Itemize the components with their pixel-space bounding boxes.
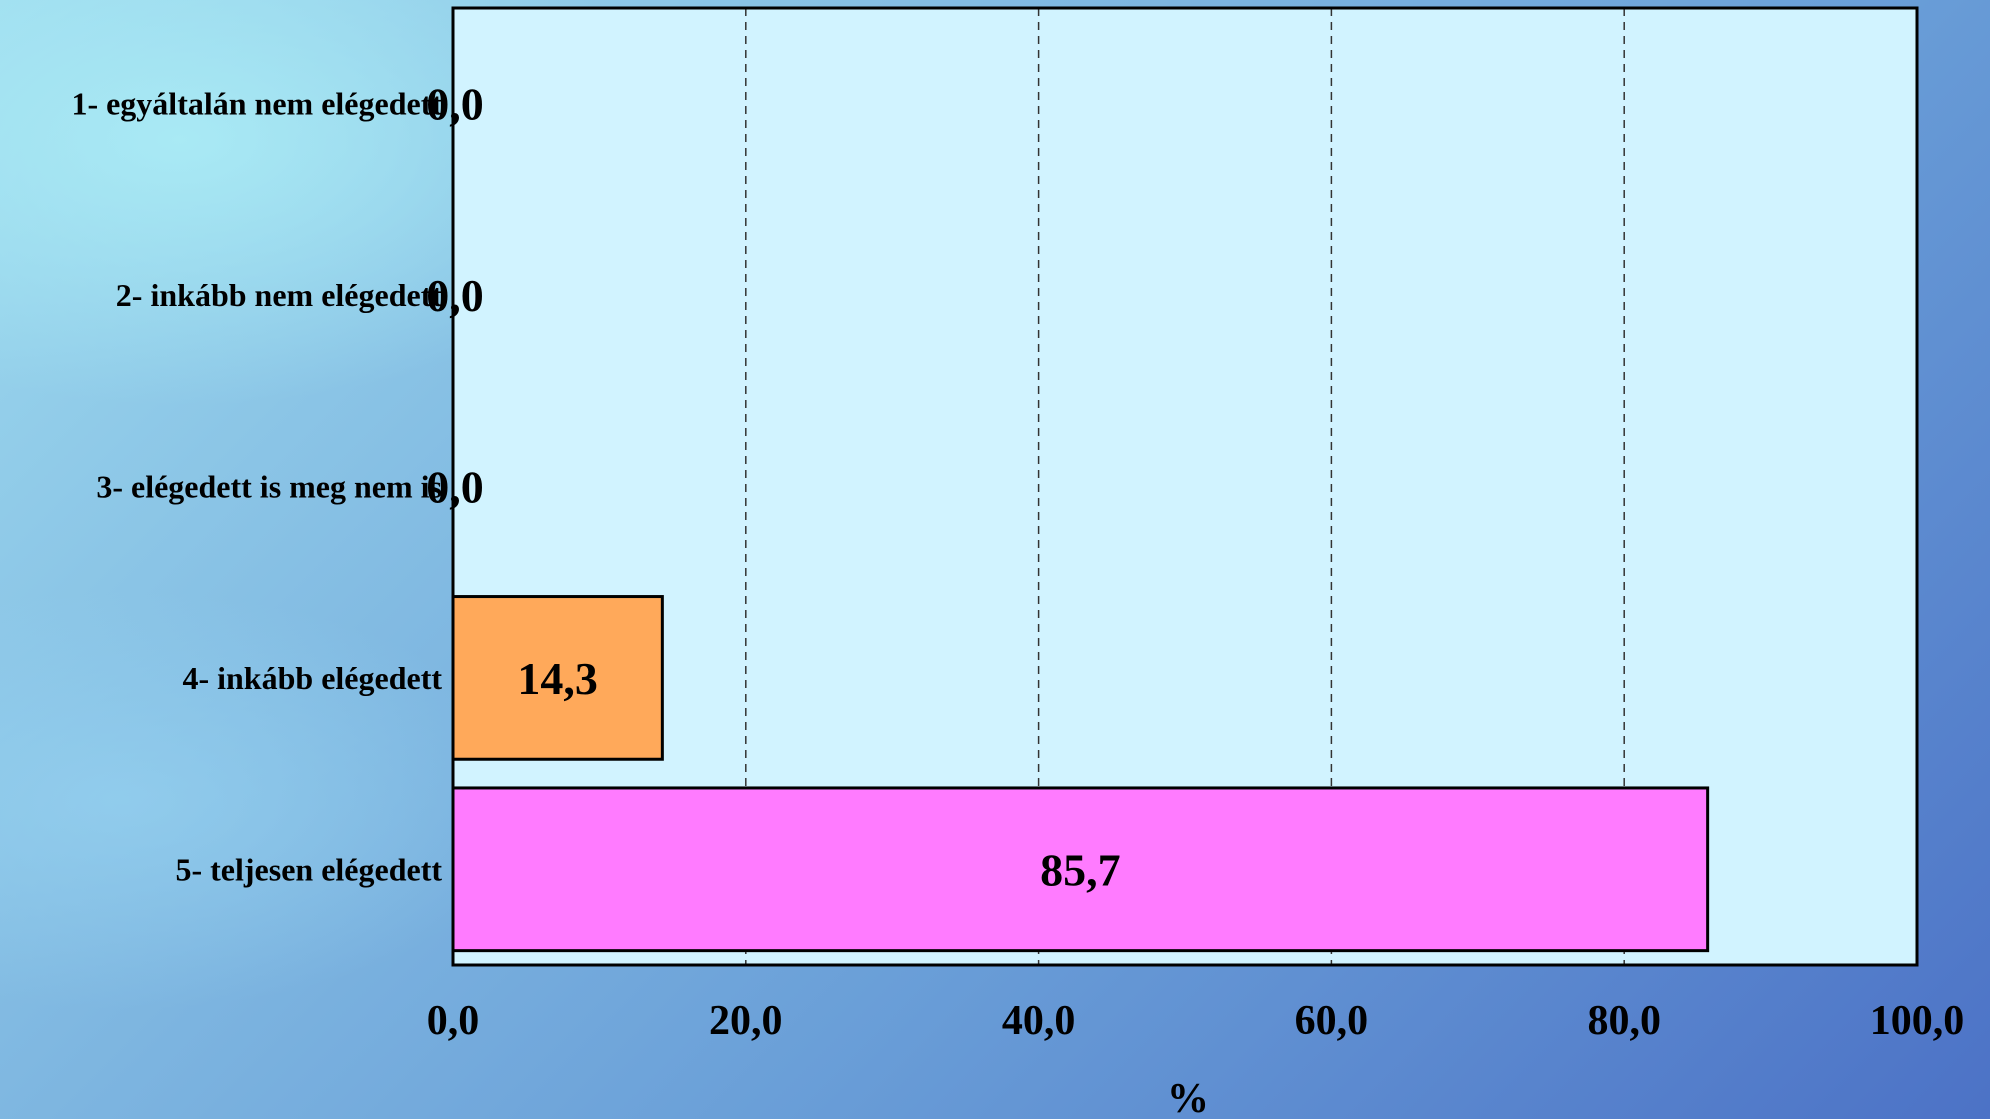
gridlines [745, 8, 1625, 965]
data-label: 0,0 [426, 462, 484, 513]
x-tick-label: 0,0 [427, 998, 480, 1044]
category-label: 5- teljesen elégedett [175, 851, 442, 887]
bar [451, 786, 1710, 953]
data-label: 0,0 [426, 79, 484, 130]
data-label: 0,0 [426, 270, 484, 321]
bars [451, 595, 1710, 953]
x-tick-label: 20,0 [709, 998, 783, 1044]
category-labels: 1- egyáltalán nem elégedett 2- inkább nem… [71, 86, 442, 888]
category-label: 1- egyáltalán nem elégedett [71, 86, 442, 122]
category-label: 2- inkább nem elégedett [116, 277, 443, 313]
data-label: 85,7 [1040, 844, 1121, 895]
category-label: 4- inkább elégedett [182, 660, 442, 696]
bar [451, 595, 664, 761]
data-label: 14,3 [517, 653, 598, 704]
x-tick-label: 100,0 [1870, 998, 1965, 1044]
category-label: 3- elégedett is meg nem is [96, 469, 442, 505]
x-tick-label: 40,0 [1002, 998, 1076, 1044]
data-labels: 0,0 0,0 0,0 14,3 85,7 [426, 79, 1120, 896]
plot-frame [451, 6, 1919, 967]
x-tick-label: 80,0 [1587, 998, 1661, 1044]
x-axis-title: % [1167, 1076, 1209, 1119]
x-tick-label: 60,0 [1295, 998, 1369, 1044]
x-tick-labels: 0,0 20,0 40,0 60,0 80,0 100,0 [427, 998, 1965, 1044]
